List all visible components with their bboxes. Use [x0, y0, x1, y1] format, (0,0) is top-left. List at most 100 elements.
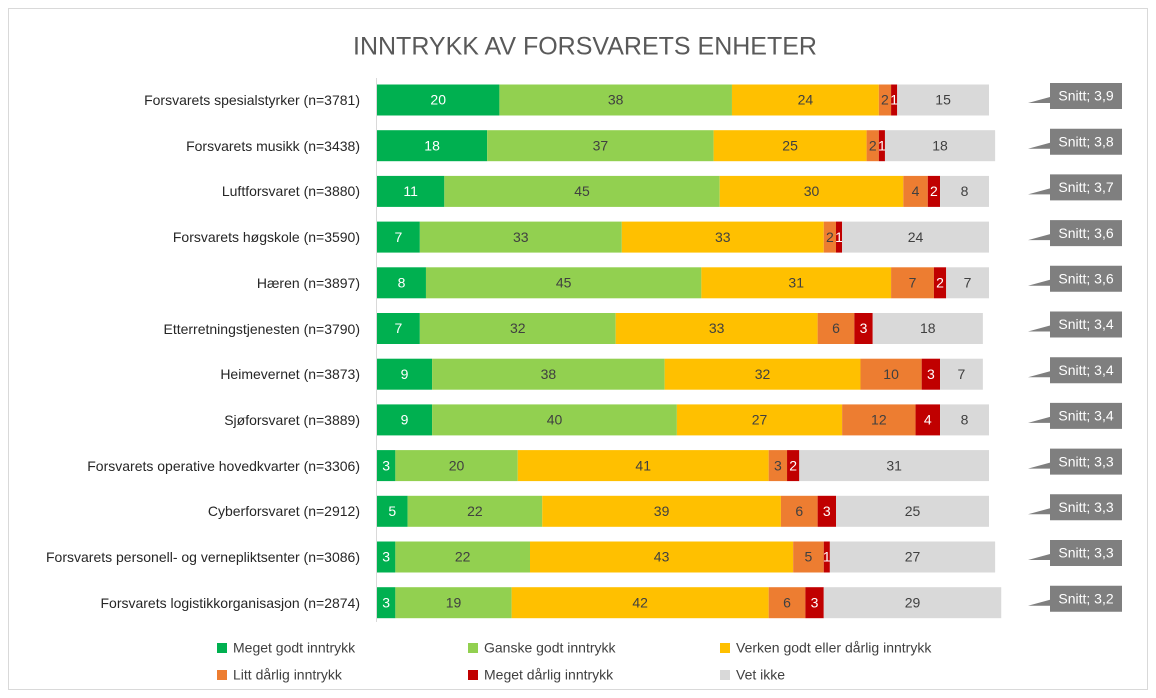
data-label: 7	[958, 366, 966, 382]
data-label: 24	[908, 229, 924, 245]
data-label: 11	[403, 183, 418, 199]
bar-segment	[432, 404, 677, 436]
bar-segment	[395, 450, 518, 482]
bar-segment	[940, 404, 989, 436]
bar-segment	[829, 541, 996, 573]
callout-box	[1028, 174, 1122, 201]
bar-segment	[842, 404, 916, 436]
bar-segment	[768, 587, 806, 619]
callout-box	[1028, 265, 1122, 292]
bar-segment	[377, 404, 433, 436]
data-label: 38	[608, 92, 624, 108]
data-label: 8	[398, 275, 406, 291]
bar-segment	[701, 267, 892, 299]
data-label: 38	[541, 366, 557, 382]
data-label: 3	[811, 594, 819, 610]
legend-label: Meget dårlig inntrykk	[484, 667, 614, 683]
data-label: 4	[912, 183, 920, 199]
callout-box	[1028, 83, 1122, 109]
legend-swatch	[468, 670, 478, 680]
data-label: 3	[860, 320, 868, 336]
callout-box	[1028, 540, 1122, 566]
bar-segment	[940, 175, 989, 207]
callout-text: Snitt; 3,3	[1058, 453, 1113, 469]
y-tick-label: Heimevernet (n=3873)	[220, 366, 360, 383]
data-label: 25	[905, 503, 921, 519]
data-label: 40	[547, 412, 563, 428]
data-label: 18	[920, 320, 936, 336]
bar-segment	[903, 175, 928, 207]
bar-segment	[836, 495, 989, 527]
bar-segment	[377, 450, 396, 482]
data-label: 24	[798, 92, 814, 108]
callout-text: Snitt; 3,2	[1058, 590, 1113, 606]
data-label: 45	[574, 183, 590, 199]
legend-swatch	[720, 670, 730, 680]
bar-segment	[823, 587, 1002, 619]
data-label: 4	[924, 412, 932, 428]
data-label: 27	[752, 412, 768, 428]
data-label: 2	[826, 229, 834, 245]
data-label: 1	[878, 137, 886, 153]
bar-segment	[499, 84, 732, 116]
data-label: 31	[886, 457, 902, 473]
bar-segment	[897, 84, 989, 116]
bar-segment	[878, 84, 892, 116]
bar-segment	[891, 267, 934, 299]
callout-text: Snitt; 3,4	[1058, 316, 1113, 332]
bar-segment	[530, 541, 794, 573]
data-label: 3	[382, 594, 390, 610]
data-label: 45	[556, 275, 572, 291]
data-label: 7	[909, 275, 917, 291]
data-label: 12	[871, 412, 887, 428]
y-tick-label: Luftforsvaret (n=3880)	[221, 183, 360, 200]
callout-box	[1028, 357, 1122, 384]
bar-segment	[933, 267, 947, 299]
callout-text: Snitt; 3,9	[1058, 88, 1113, 104]
data-label: 2	[789, 457, 797, 473]
bar-segment	[511, 587, 769, 619]
data-label: 22	[455, 549, 471, 565]
data-label: 15	[935, 92, 951, 108]
bar-segment	[842, 221, 989, 253]
data-label: 30	[804, 183, 820, 199]
data-label: 8	[961, 183, 969, 199]
data-label: 7	[395, 229, 403, 245]
data-label: 3	[382, 549, 390, 565]
bar-segment	[615, 313, 818, 344]
bar-segment	[854, 313, 873, 344]
bar-segment	[395, 541, 530, 573]
data-label: 33	[513, 229, 529, 245]
data-label: 8	[961, 412, 969, 428]
bar-segment	[793, 541, 824, 573]
data-label: 3	[382, 457, 390, 473]
bar-segment	[444, 175, 720, 207]
y-tick-label: Forsvarets høgskole (n=3590)	[172, 229, 360, 246]
bar-segment	[817, 495, 836, 527]
bar-segment	[419, 221, 622, 253]
bar-segment	[915, 404, 941, 436]
data-label: 1	[835, 229, 843, 245]
data-label: 41	[635, 457, 651, 473]
legend-label: Vet ikke	[736, 667, 785, 683]
data-label: 3	[774, 457, 782, 473]
y-tick-label: Sjøforsvaret (n=3889)	[224, 411, 360, 428]
data-label: 18	[424, 137, 440, 153]
bar-segment	[542, 495, 781, 527]
data-label: 7	[964, 275, 972, 291]
data-label: 42	[632, 594, 648, 610]
bar-segment	[946, 267, 989, 299]
bar-segment	[731, 84, 879, 116]
bar-segment	[713, 130, 867, 162]
frame	[8, 8, 1148, 690]
data-label: 2	[930, 183, 938, 199]
data-label: 22	[467, 503, 483, 519]
bar-segment	[719, 175, 904, 207]
bar-segment	[377, 84, 500, 116]
data-label: 9	[401, 412, 409, 428]
data-label: 20	[430, 92, 446, 108]
data-label: 10	[883, 366, 899, 382]
data-label: 1	[890, 92, 898, 108]
